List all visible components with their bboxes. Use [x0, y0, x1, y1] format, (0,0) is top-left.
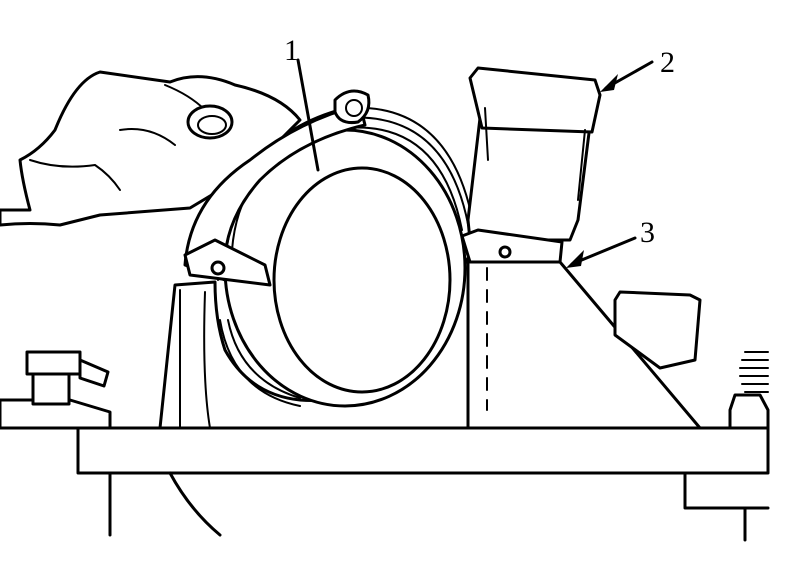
right-block: [613, 290, 770, 430]
base-plate: [76, 426, 770, 542]
hand: [0, 70, 302, 227]
callout-2: 2: [660, 46, 675, 79]
leader-arrows: [296, 58, 654, 268]
callout-3: 3: [640, 216, 655, 249]
leader-line-1: [296, 58, 320, 172]
callout-1: 1: [284, 34, 299, 67]
left-bolt: [0, 350, 112, 430]
arrowhead-2: [600, 74, 618, 92]
clamp-band: [183, 89, 371, 287]
leader-line-3: [570, 236, 637, 266]
cylindrical-tool: [460, 66, 602, 264]
arrowhead-3: [566, 250, 584, 268]
